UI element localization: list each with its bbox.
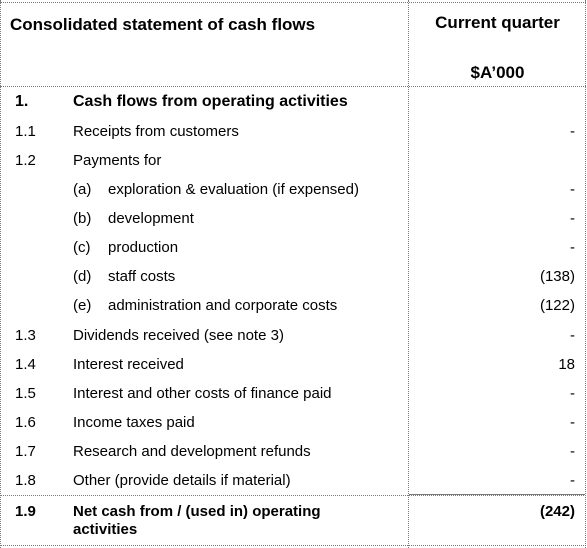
row-label: exploration & evaluation (if expensed): [108, 181, 359, 198]
table-row: 1.5 Interest and other costs of finance …: [0, 378, 587, 407]
total-number: 1.9: [15, 503, 36, 520]
table-row: (d) staff costs (138): [0, 261, 587, 290]
row-label: development: [108, 210, 194, 227]
row-sub-letter: (b): [73, 210, 92, 227]
row-label: Interest and other costs of finance paid: [73, 385, 332, 402]
table-top-border: [0, 2, 586, 3]
row-sub-letter: (a): [73, 181, 92, 198]
row-number: 1.4: [15, 356, 36, 373]
table-row: 1.6 Income taxes paid -: [0, 407, 587, 436]
table-row: (c) production -: [0, 232, 587, 261]
row-sub-letter: (d): [73, 268, 92, 285]
row-label: administration and corporate costs: [108, 297, 338, 314]
table-row: 1.7 Research and development refunds -: [0, 436, 587, 465]
total-divider: [0, 495, 586, 496]
total-label: Net cash from / (used in) operating acti…: [73, 503, 321, 538]
table-row: (a) exploration & evaluation (if expense…: [0, 174, 587, 203]
row-sub-letter: (c): [73, 239, 91, 256]
table-row: 1.1 Receipts from customers -: [0, 116, 587, 145]
column-header-current-quarter: Current quarter: [435, 13, 560, 32]
row-value: -: [570, 385, 575, 402]
row-label: Research and development refunds: [73, 443, 311, 460]
table-row: 1.4 Interest received 18: [0, 349, 587, 378]
row-label: Payments for: [73, 152, 162, 169]
row-value: -: [570, 181, 575, 198]
total-value: (242): [539, 503, 575, 520]
row-number: 1.5: [15, 385, 36, 402]
row-label: Receipts from customers: [73, 123, 239, 140]
row-value: -: [570, 210, 575, 227]
row-value: -: [570, 472, 575, 489]
row-sub-letter: (e): [73, 297, 92, 314]
row-value: (138): [539, 268, 575, 285]
table-right-border: [585, 0, 586, 548]
row-label: Dividends received (see note 3): [73, 327, 284, 344]
row-value: -: [570, 327, 575, 344]
row-value: 18: [558, 356, 575, 373]
value-column-divider: [408, 0, 409, 548]
table-bottom-border: [0, 545, 586, 546]
section-title: Cash flows from operating activities: [73, 93, 348, 110]
table-row: (e) administration and corporate costs (…: [0, 290, 587, 319]
row-label: Income taxes paid: [73, 414, 195, 431]
total-row: 1.9 Net cash from / (used in) operating …: [0, 496, 587, 544]
column-header-unit: $A’000: [470, 63, 525, 82]
row-label: Other (provide details if material): [73, 472, 291, 489]
table-row: 1.3 Dividends received (see note 3) -: [0, 320, 587, 349]
row-number: 1.8: [15, 472, 36, 489]
row-value: -: [570, 123, 575, 140]
row-value: -: [570, 414, 575, 431]
table-left-border: [0, 0, 1, 548]
row-number: 1.7: [15, 443, 36, 460]
row-number: 1.3: [15, 327, 36, 344]
row-value: -: [570, 239, 575, 256]
row-label: staff costs: [108, 268, 176, 285]
row-value: -: [570, 443, 575, 460]
section-heading-row: 1. Cash flows from operating activities: [0, 86, 587, 115]
row-label: production: [108, 239, 179, 256]
row-value: (122): [539, 297, 575, 314]
row-number: 1.2: [15, 152, 36, 169]
table-row: (b) development -: [0, 203, 587, 232]
table-row: 1.8 Other (provide details if material) …: [0, 465, 587, 494]
statement-title: Consolidated statement of cash flows: [10, 15, 316, 34]
total-top-rule: [409, 494, 585, 495]
row-number: 1.1: [15, 123, 36, 140]
row-number: 1.6: [15, 414, 36, 431]
row-label: Interest received: [73, 356, 184, 373]
table-row: 1.2 Payments for: [0, 145, 587, 174]
header-divider: [0, 86, 586, 87]
section-number: 1.: [15, 93, 29, 110]
